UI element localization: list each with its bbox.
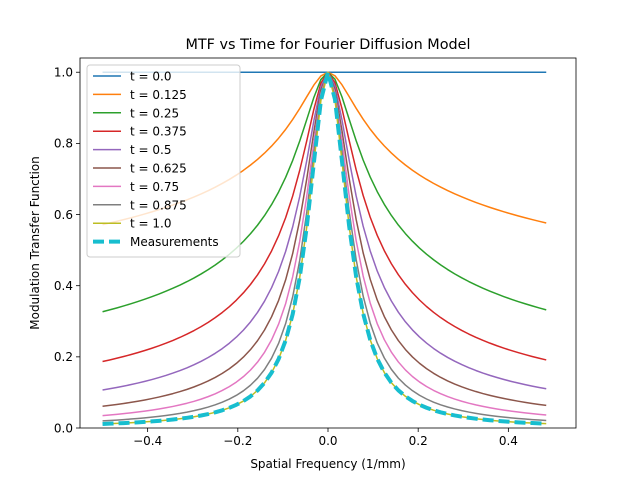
legend-box (86, 64, 241, 258)
legend-label: t = 0.625 (130, 162, 187, 176)
legend-label: t = 0.75 (130, 180, 179, 194)
y-axis-label: Modulation Transfer Function (28, 156, 42, 330)
y-tick-label: 0.6 (54, 208, 73, 222)
legend-label: t = 0.125 (130, 88, 187, 102)
legend-label: t = 0.875 (130, 198, 187, 212)
y-tick-label: 0.4 (54, 279, 73, 293)
y-tick-label: 0.8 (54, 137, 73, 151)
legend-label: Measurements (130, 235, 219, 249)
x-tick-label: 0.2 (409, 434, 428, 448)
y-tick-label: 1.0 (54, 66, 73, 80)
legend-label: t = 1.0 (130, 217, 171, 231)
axes: −0.4 −0.2 0.0 0.2 0.4 0.0 0.2 0.4 0.6 0.8 1.0 (54, 57, 577, 448)
x-tick-label: 0.0 (318, 434, 337, 448)
x-tick-label: −0.4 (133, 434, 162, 448)
series-line-9 (102, 70, 547, 426)
legend-label: t = 0.5 (130, 143, 171, 157)
chart-title: MTF vs Time for Fourier Diffusion Model (185, 37, 470, 53)
series-line-3 (102, 71, 547, 363)
x-tick-label: −0.2 (223, 434, 252, 448)
legend-label: t = 0.375 (130, 125, 187, 139)
legend-label: t = 0.0 (130, 70, 171, 84)
y-tick-label: 0.0 (54, 421, 73, 435)
legend-label: t = 0.25 (130, 106, 179, 120)
x-axis-label: Spatial Frequency (1/mm) (250, 457, 405, 471)
legend: t = 0.0 t = 0.125 t = 0.25 t = 0.375 t = 0.5… (86, 64, 241, 258)
x-tick-label: 0.4 (499, 434, 518, 448)
plot-area (102, 70, 547, 426)
series-line-2 (102, 71, 547, 313)
y-tick-label: 0.2 (54, 350, 73, 364)
